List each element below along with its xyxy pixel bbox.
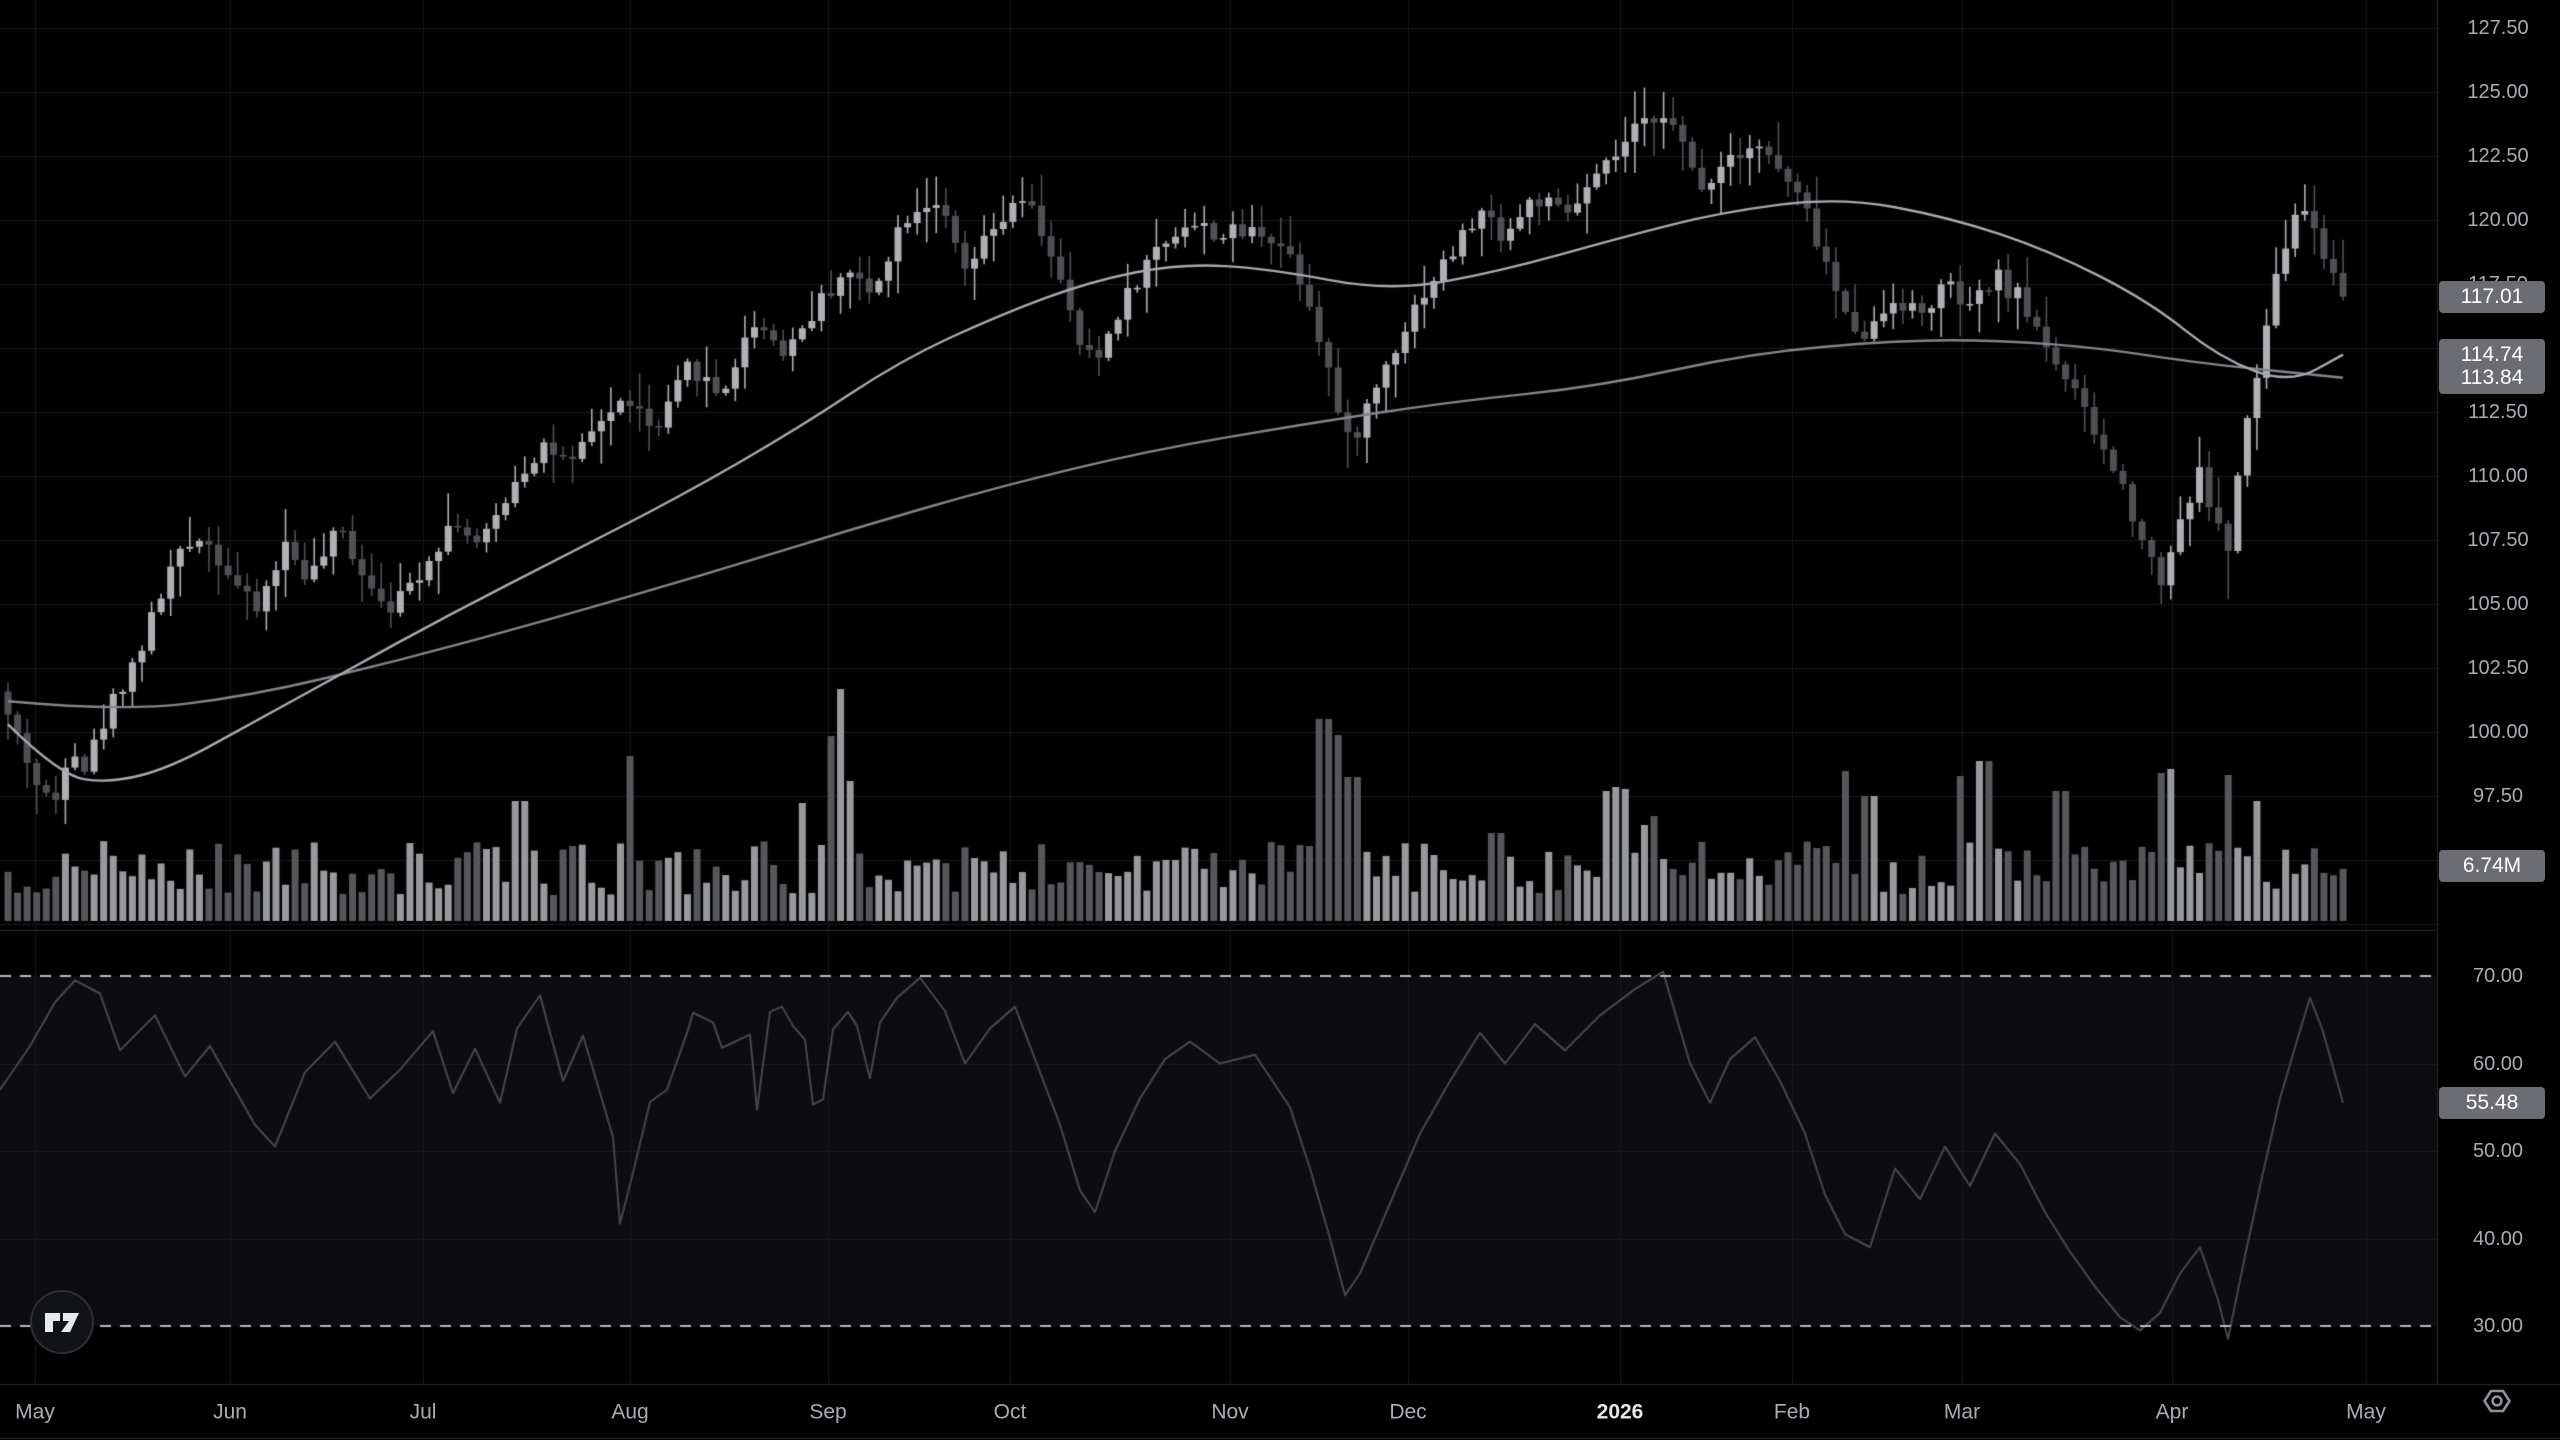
time-axis-label: Oct	[993, 1400, 1027, 1424]
time-axis-label: Sep	[809, 1400, 847, 1424]
rsi-axis-label: 60.00	[2472, 1052, 2524, 1075]
time-axis-label: May	[15, 1400, 55, 1424]
price-axis-label: 100.00	[2467, 721, 2529, 743]
rsi-value-badge: 55.48	[2439, 1087, 2545, 1120]
price-axis-label: 122.50	[2467, 145, 2529, 167]
time-axis-label: Aug	[611, 1400, 649, 1424]
price-axis-label: 105.00	[2467, 593, 2529, 615]
settings-button[interactable]	[2480, 1386, 2514, 1416]
rsi-axis-label: 50.00	[2472, 1140, 2524, 1162]
time-axis-label: Mar	[1943, 1400, 1981, 1424]
price-axis-label: 102.50	[2467, 657, 2529, 679]
price-axis-label: 110.00	[2468, 465, 2528, 487]
volume-value-badge: 6.74M	[2439, 850, 2545, 882]
price-pane[interactable]	[0, 0, 2437, 930]
gear-icon	[2483, 1389, 2511, 1413]
last-price-badge: 117.01	[2439, 280, 2545, 313]
price-axis-scale[interactable]	[2437, 0, 2560, 1384]
rsi-axis-label: 30.00	[2472, 1315, 2524, 1337]
price-axis-label: 125.00	[2467, 81, 2529, 103]
time-axis-label: Nov	[1211, 1400, 1249, 1424]
tradingview-logo-icon	[45, 1313, 79, 1332]
time-axis-label: Apr	[2155, 1400, 2189, 1424]
rsi-pane[interactable]	[0, 930, 2437, 1384]
price-axis-label: 120.00	[2467, 209, 2529, 231]
time-axis-label: Jul	[409, 1400, 437, 1424]
time-axis-label: Feb	[1773, 1400, 1811, 1424]
rsi-axis-label: 40.00	[2472, 1227, 2524, 1250]
price-axis-label: 127.50	[2467, 17, 2529, 39]
price-axis-label: 97.50	[2472, 785, 2524, 807]
rsi-axis-label: 70.00	[2472, 965, 2524, 987]
tradingview-logo[interactable]	[30, 1290, 94, 1354]
time-axis-label: Dec	[1389, 1400, 1427, 1424]
time-axis-label: May	[2346, 1400, 2386, 1424]
price-axis-label: 107.50	[2467, 529, 2529, 551]
time-axis-label: 2026	[1596, 1400, 1644, 1424]
time-axis-label: Jun	[213, 1400, 247, 1424]
price-axis-label: 112.50	[2468, 401, 2528, 423]
ma-slow-value-badge: 113.84	[2439, 361, 2545, 394]
